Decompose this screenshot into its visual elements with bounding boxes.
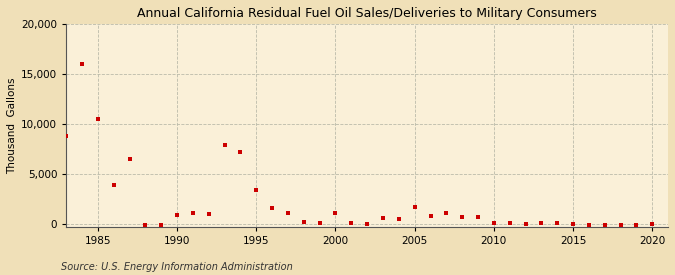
Point bbox=[457, 215, 468, 219]
Text: Source: U.S. Energy Information Administration: Source: U.S. Energy Information Administ… bbox=[61, 262, 292, 272]
Point bbox=[92, 117, 103, 121]
Point bbox=[615, 223, 626, 227]
Point bbox=[315, 221, 325, 225]
Point bbox=[647, 221, 657, 226]
Point bbox=[267, 206, 277, 210]
Point bbox=[583, 223, 594, 227]
Point bbox=[536, 221, 547, 225]
Point bbox=[203, 212, 214, 216]
Point bbox=[171, 213, 182, 217]
Point bbox=[124, 157, 135, 161]
Point bbox=[631, 223, 642, 227]
Point bbox=[551, 221, 562, 225]
Point bbox=[346, 221, 356, 225]
Point bbox=[235, 150, 246, 154]
Point bbox=[298, 220, 309, 224]
Point bbox=[520, 221, 531, 226]
Point bbox=[251, 188, 262, 192]
Point bbox=[77, 62, 88, 66]
Point bbox=[441, 211, 452, 215]
Point bbox=[283, 211, 294, 215]
Point bbox=[409, 205, 420, 209]
Point bbox=[568, 221, 578, 226]
Point bbox=[394, 217, 404, 221]
Point bbox=[156, 223, 167, 227]
Point bbox=[140, 223, 151, 227]
Point bbox=[504, 221, 515, 225]
Point bbox=[362, 221, 373, 226]
Point bbox=[599, 223, 610, 227]
Point bbox=[109, 183, 119, 187]
Point bbox=[489, 221, 500, 225]
Point bbox=[188, 211, 198, 215]
Point bbox=[61, 134, 72, 138]
Point bbox=[472, 215, 483, 219]
Point bbox=[425, 214, 436, 218]
Point bbox=[219, 143, 230, 147]
Point bbox=[330, 211, 341, 215]
Point bbox=[377, 216, 388, 220]
Title: Annual California Residual Fuel Oil Sales/Deliveries to Military Consumers: Annual California Residual Fuel Oil Sale… bbox=[137, 7, 597, 20]
Y-axis label: Thousand  Gallons: Thousand Gallons bbox=[7, 77, 17, 174]
